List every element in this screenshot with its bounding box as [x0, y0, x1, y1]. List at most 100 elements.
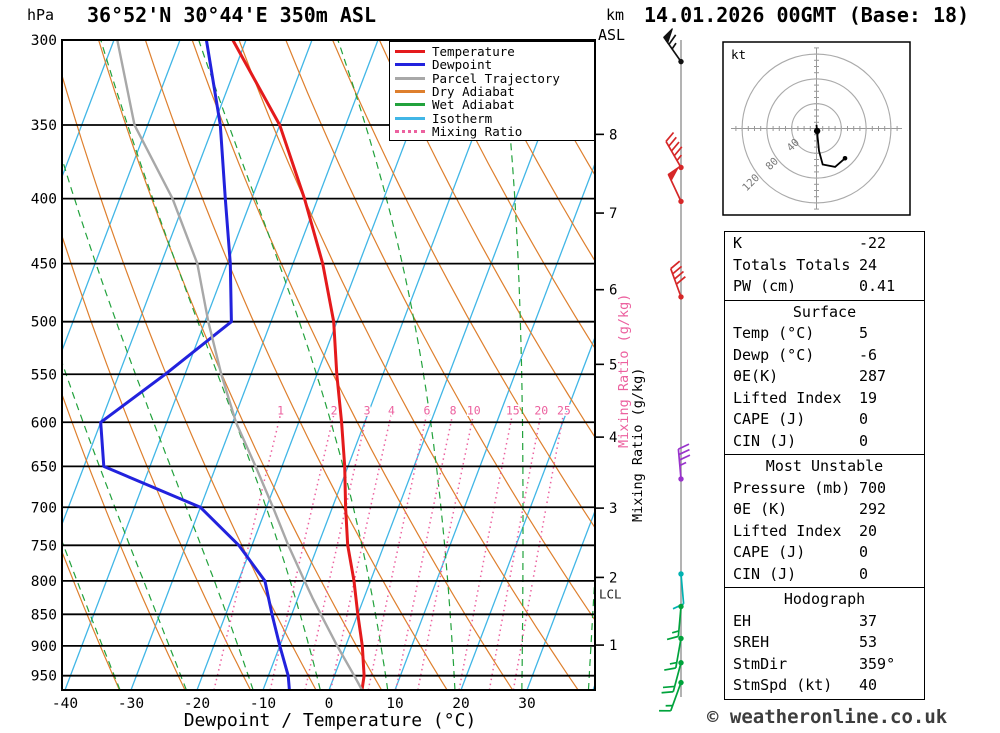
run-datetime-title: 14.01.2026 00GMT (Base: 18) — [644, 3, 970, 27]
svg-text:6: 6 — [609, 283, 617, 299]
legend-item-label: Dewpoint — [432, 57, 493, 73]
mixing-ratio-axis-label: Mixing Ratio (g/kg) — [630, 367, 646, 522]
info-row-label: θE (K) — [733, 500, 788, 518]
pressure-tick-labels: 300 350 400 450 500 550 600 650 700 750 800 850 900 9… — [31, 33, 57, 685]
info-row: θE(K) 287 — [733, 366, 916, 388]
wind-barb — [677, 443, 691, 482]
svg-text:4: 4 — [388, 403, 395, 417]
lcl-label: LCL — [599, 587, 622, 602]
svg-text:800: 800 — [31, 574, 57, 590]
svg-text:25: 25 — [557, 403, 571, 417]
info-row: Pressure (mb) 700 — [733, 478, 916, 500]
series-parcel — [116, 40, 364, 690]
svg-text:1: 1 — [609, 638, 617, 654]
legend-line-sample — [395, 76, 425, 80]
svg-text:2: 2 — [331, 403, 338, 417]
info-row: Lifted Index 20 — [733, 521, 916, 543]
info-row-value: 287 — [859, 367, 887, 385]
wind-barb — [672, 571, 685, 610]
hodograph-ring — [791, 103, 842, 154]
info-row: θE (K) 292 — [733, 499, 916, 521]
svg-text:10: 10 — [467, 403, 481, 417]
info-row: CIN (J) 0 — [733, 431, 916, 453]
km-axis-ticks — [595, 133, 604, 646]
svg-text:6: 6 — [423, 403, 430, 417]
svg-text:8: 8 — [450, 403, 457, 417]
info-row-value: 292 — [859, 500, 887, 518]
series-dewpoint — [99, 40, 291, 690]
info-row-label: PW (cm) — [733, 277, 797, 295]
info-row: StmSpd (kt) 40 — [733, 675, 916, 697]
legend-line-sample — [395, 63, 425, 67]
info-row-label: CIN (J) — [733, 431, 797, 450]
plot-area: 1 2 3 4 6 8 10 15 20 25 — [62, 40, 595, 690]
legend-line-sample — [395, 116, 425, 120]
info-section-surface: Surface Temp (°C) 5 Dewp (°C) -6 θE(K) 287 Lift… — [725, 299, 924, 455]
svg-text:10: 10 — [386, 696, 403, 712]
pressure-axis-unit: hPa — [27, 6, 55, 24]
legend-item: Parcel Trajectory — [395, 72, 589, 85]
station-title: 36°52'N 30°44'E 350m ASL — [87, 3, 376, 27]
wind-barbs — [659, 28, 691, 712]
info-row-label: CIN (J) — [733, 564, 797, 583]
legend-item-label: Dry Adiabat — [432, 84, 515, 100]
info-row-value: 24 — [859, 255, 878, 274]
series-temperature — [231, 40, 366, 690]
height-axis-unit-km: km — [606, 6, 625, 24]
svg-text:-20: -20 — [184, 696, 210, 712]
info-row: EH 37 — [733, 611, 916, 633]
info-row-label: Pressure (mb) — [733, 478, 851, 497]
info-section-title: Hodograph — [783, 590, 866, 608]
info-row: Dewp (°C) -6 — [733, 345, 916, 367]
info-row: Totals Totals 24 — [733, 255, 916, 277]
wind-barb — [663, 28, 684, 65]
svg-text:950: 950 — [31, 669, 57, 685]
info-row-label: Dewp (°C) — [733, 345, 815, 364]
svg-text:7: 7 — [609, 206, 617, 222]
hodograph-storm-marker — [813, 127, 821, 135]
info-row-label: StmSpd (kt) — [733, 676, 833, 694]
info-row: CIN (J) 0 — [733, 564, 916, 586]
legend: Temperature Dewpoint Parcel Trajectory Dry … — [389, 41, 595, 142]
info-row-label: StmDir — [733, 654, 788, 673]
wind-barb — [665, 131, 684, 171]
info-row-label: Temp (°C) — [733, 324, 815, 342]
svg-text:1: 1 — [277, 403, 284, 417]
legend-item: Dry Adiabat — [395, 85, 589, 98]
km-tick-labels: 1 2 3 4 5 6 7 8 — [609, 127, 617, 654]
info-section-indices: K -22 Totals Totals 24 PW (cm) 0.41 — [725, 232, 924, 300]
info-row-value: 0.41 — [859, 277, 896, 295]
x-axis-title: Dewpoint / Temperature (°C) — [183, 710, 477, 731]
legend-line-sample — [395, 50, 425, 54]
svg-text:20: 20 — [534, 403, 548, 417]
info-section-hodograph: Hodograph EH 37 SREH 53 StmDir 359° StmSpd (kt)… — [725, 587, 924, 699]
wind-barb — [667, 166, 684, 205]
svg-text:750: 750 — [31, 538, 57, 554]
info-row: Lifted Index 19 — [733, 388, 916, 410]
info-row-label: CAPE (J) — [733, 543, 806, 561]
info-row-value: -22 — [859, 234, 887, 252]
svg-text:30: 30 — [518, 696, 535, 712]
legend-item-label: Temperature — [432, 44, 515, 60]
mixing-ratio-lines — [213, 408, 566, 690]
svg-text:350: 350 — [31, 118, 57, 134]
svg-text:850: 850 — [31, 607, 57, 623]
info-row-value: 53 — [859, 633, 878, 651]
legend-line-sample — [395, 129, 425, 133]
info-panel: K -22 Totals Totals 24 PW (cm) 0.41 Surface Tem… — [724, 231, 925, 700]
info-row: K -22 — [733, 233, 916, 255]
info-row-label: SREH — [733, 633, 770, 651]
info-row-label: Totals Totals — [733, 255, 851, 274]
svg-text:15: 15 — [506, 403, 520, 417]
legend-item: Dewpoint — [395, 58, 589, 71]
hodograph-trace-end-dot — [842, 155, 848, 161]
legend-item-label: Isotherm — [432, 110, 493, 126]
dry-adiabats — [62, 40, 595, 690]
info-row-value: 0 — [859, 564, 869, 583]
info-row-value: 19 — [859, 388, 878, 407]
svg-text:-40: -40 — [52, 696, 78, 712]
height-axis-unit-asl: ASL — [598, 26, 626, 44]
wind-barb — [666, 603, 684, 641]
